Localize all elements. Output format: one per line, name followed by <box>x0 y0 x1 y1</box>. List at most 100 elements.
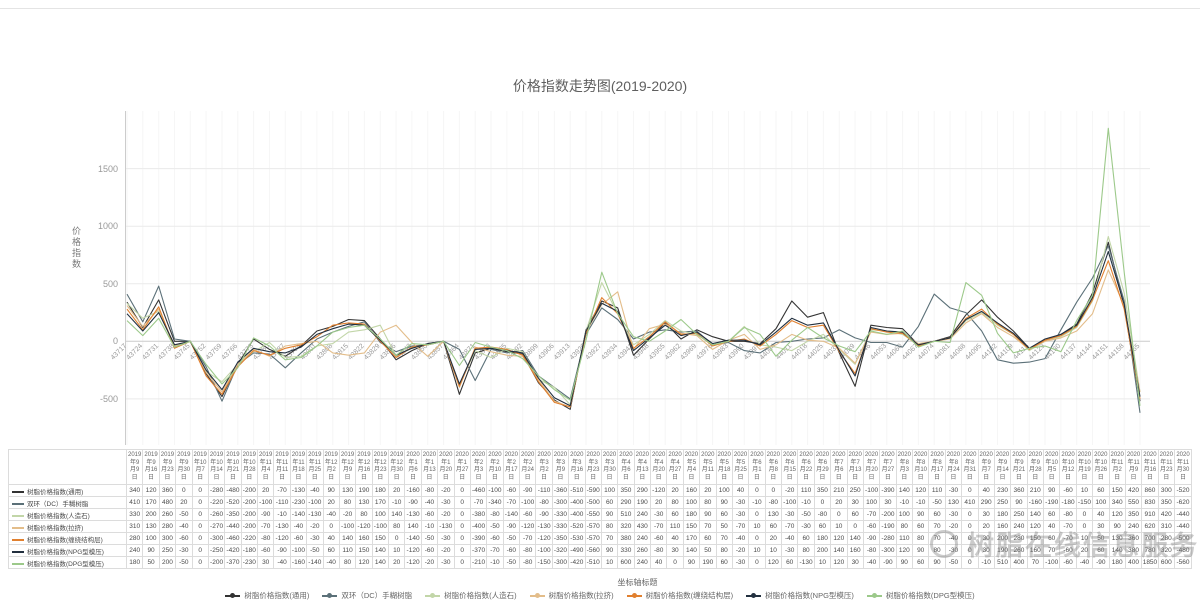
table-cell: -40 <box>322 556 340 569</box>
x-axis-tick-label: 44137 <box>1059 343 1078 362</box>
table-cell: 80 <box>911 532 930 545</box>
table-cell: 80 <box>666 496 684 509</box>
table-cell: 0 <box>961 556 979 569</box>
table-series-label: 树脂价格指数(NPG型模压) <box>8 544 127 557</box>
table-cell: -560 <box>1174 556 1192 569</box>
table-cell: -120 <box>649 484 668 497</box>
table-cell: -20 <box>780 484 799 497</box>
table-date-header: 2020 年11 月2 日 <box>1108 449 1126 485</box>
table-cell: 0 <box>453 520 471 533</box>
table-cell: 230 <box>993 484 1012 497</box>
table-cell: -40 <box>944 532 963 545</box>
table-cell: -210 <box>469 556 488 569</box>
legend-item[interactable]: 树脂价格指数(通用) <box>225 590 309 601</box>
table-cell: 180 <box>371 484 390 497</box>
table-cell: 80 <box>699 496 717 509</box>
table-cell: 20 <box>322 496 340 509</box>
table-cell: -440 <box>1174 508 1192 521</box>
table-cell: 110 <box>338 544 357 557</box>
table-cell: -50 <box>928 496 946 509</box>
table-cell: -370 <box>224 556 242 569</box>
table-row: 树脂价格指数(缠绕结构层) 280 100 300 -60 0 -300 -460 -220 -8… <box>8 532 1192 545</box>
table-date-header: 2019 年10 月14 日 <box>207 449 226 485</box>
table-cell: -590 <box>584 484 602 497</box>
table-cell: 0 <box>830 508 848 521</box>
table-cell: 830 <box>1141 496 1159 509</box>
table-cell: -120 <box>404 556 422 569</box>
legend-item[interactable]: 树脂价格指数(缠绕结构层) <box>626 590 733 601</box>
table-cell: 1850 <box>1141 556 1159 569</box>
table-cell: 430 <box>633 520 652 533</box>
legend-item[interactable]: 树脂价格指数(拉挤) <box>529 590 614 601</box>
table-cell: 0 <box>666 556 684 569</box>
x-axis-tick-label: 43962 <box>664 343 683 362</box>
table-cell: 380 <box>617 532 635 545</box>
table-date-header: 2020 年5 月4 日 <box>682 449 701 485</box>
table-cell: 0 <box>961 484 979 497</box>
table-cell: -330 <box>551 508 570 521</box>
table-cell: 120 <box>1108 508 1126 521</box>
series-line <box>126 260 1141 408</box>
table-row: 树脂价格指数(NPG型模压) 240 90 250 -30 0 -250 -420 -180 -6… <box>8 544 1192 557</box>
table-cell: -30 <box>175 544 193 557</box>
table-date-header: 2019 年12 月30 日 <box>387 449 406 485</box>
table-cell: 350 <box>1157 496 1176 509</box>
table-cell: -70 <box>469 496 488 509</box>
table-cell: 140 <box>371 556 390 569</box>
x-axis-tick-label: 44011 <box>775 343 793 361</box>
table-cell: 0 <box>1075 508 1094 521</box>
table-cell: -460 <box>469 484 488 497</box>
x-axis-tick-label: 44158 <box>1107 343 1126 362</box>
table-cell: -50 <box>175 508 193 521</box>
table-date-header: 2020 年4 月27 日 <box>666 449 684 485</box>
table-cell: -70 <box>1059 520 1077 533</box>
table-cell: 50 <box>715 520 733 533</box>
table-cell: 260 <box>1010 544 1028 557</box>
table-cell: 120 <box>911 484 930 497</box>
table-cell: 90 <box>1010 496 1028 509</box>
table-cell: -70 <box>273 484 291 497</box>
table-series-label: 树脂价格指数(DPG型模压) <box>8 556 127 569</box>
table-cell: 120 <box>1026 520 1045 533</box>
table-cell: 240 <box>1010 520 1028 533</box>
table-cell: -30 <box>944 508 963 521</box>
table-cell: 200 <box>158 556 177 569</box>
table-cell: 260 <box>158 508 177 521</box>
series-color-icon <box>12 514 24 517</box>
table-cell: -80 <box>1059 508 1077 521</box>
table-date-header: 2019 年11 月11 日 <box>273 449 291 485</box>
table-cell: -120 <box>273 532 291 545</box>
legend-item[interactable]: 树脂价格指数(NPG型模压) <box>746 590 854 601</box>
table-cell: 140 <box>338 532 357 545</box>
table-cell: 200 <box>993 532 1012 545</box>
table-cell: -520 <box>224 496 242 509</box>
table-cell: 80 <box>387 520 406 533</box>
legend-item[interactable]: 树脂价格指数(人造石) <box>425 590 517 601</box>
table-cell: -60 <box>486 532 504 545</box>
table-cell: -400 <box>568 496 586 509</box>
table-cell: 30 <box>977 544 995 557</box>
table-cell: 0 <box>191 556 209 569</box>
table-cell: 210 <box>830 484 848 497</box>
legend-item[interactable]: 双环（DC）手糊树脂 <box>322 590 412 601</box>
table-cell: -90 <box>256 508 275 521</box>
table-cell: 100 <box>142 532 160 545</box>
x-axis-tick-label: 43724 <box>125 343 144 362</box>
table-row: 双环（DC）手糊树脂 410 170 480 20 0 -220 -520 -200 -100 -1… <box>8 496 1192 509</box>
table-cell: 90 <box>682 556 701 569</box>
table-cell: -140 <box>289 508 308 521</box>
table-cell: 60 <box>813 520 832 533</box>
table-cell: -90 <box>502 520 521 533</box>
table-cell: -260 <box>207 508 226 521</box>
table-cell: 400 <box>1010 556 1028 569</box>
series-line <box>126 127 1141 406</box>
table-cell: -480 <box>224 484 242 497</box>
table-cell: -120 <box>518 520 537 533</box>
legend-item[interactable]: 树脂价格指数(DPG型模压) <box>866 590 975 601</box>
table-cell: 120 <box>355 556 373 569</box>
table-cell: -510 <box>568 484 586 497</box>
table-cell: -300 <box>551 556 570 569</box>
table-cell: 60 <box>797 532 815 545</box>
table-date-header: 2020 年8 月31 日 <box>961 449 979 485</box>
table-cell: 150 <box>682 520 701 533</box>
